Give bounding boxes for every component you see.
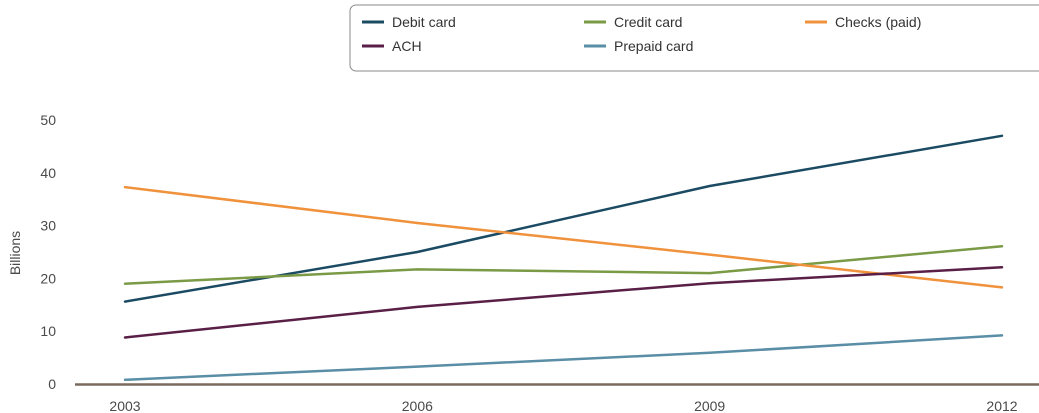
y-axis-title: Billions (7, 231, 23, 275)
y-tick-label: 40 (40, 165, 56, 181)
legend-label: Checks (paid) (835, 14, 921, 30)
series-line-prepaid-card (123, 334, 1004, 382)
legend-label: Credit card (614, 14, 682, 30)
series-line-checks-paid (123, 185, 1004, 289)
legend: Debit card Credit card Checks (paid) ACH Pre… (349, 4, 1039, 72)
legend-label: ACH (392, 38, 422, 54)
legend-item-debit-card: Debit card (362, 14, 456, 30)
legend-box (349, 4, 1039, 72)
x-tick-label: 2006 (402, 398, 433, 413)
legend-item-credit-card: Credit card (584, 14, 682, 30)
x-tick-label: 2003 (109, 398, 140, 413)
y-axis-ticks: 0 10 20 30 40 50 (40, 112, 56, 392)
x-tick-label: 2009 (694, 398, 725, 413)
legend-item-prepaid-card: Prepaid card (584, 38, 693, 54)
y-tick-label: 10 (40, 323, 56, 339)
series-lines (123, 134, 1004, 382)
series-line-ach (123, 266, 1004, 339)
legend-label: Debit card (392, 14, 456, 30)
x-axis-ticks: 2003 2006 2009 2012 (109, 398, 1017, 413)
legend-item-ach: ACH (362, 38, 422, 54)
y-tick-label: 0 (48, 376, 56, 392)
x-tick-label: 2012 (986, 398, 1017, 413)
y-tick-label: 50 (40, 112, 56, 128)
y-tick-label: 20 (40, 270, 56, 286)
series-line-credit-card (123, 244, 1004, 285)
legend-item-checks-paid: Checks (paid) (805, 14, 921, 30)
legend-label: Prepaid card (614, 38, 693, 54)
y-tick-label: 30 (40, 218, 56, 234)
